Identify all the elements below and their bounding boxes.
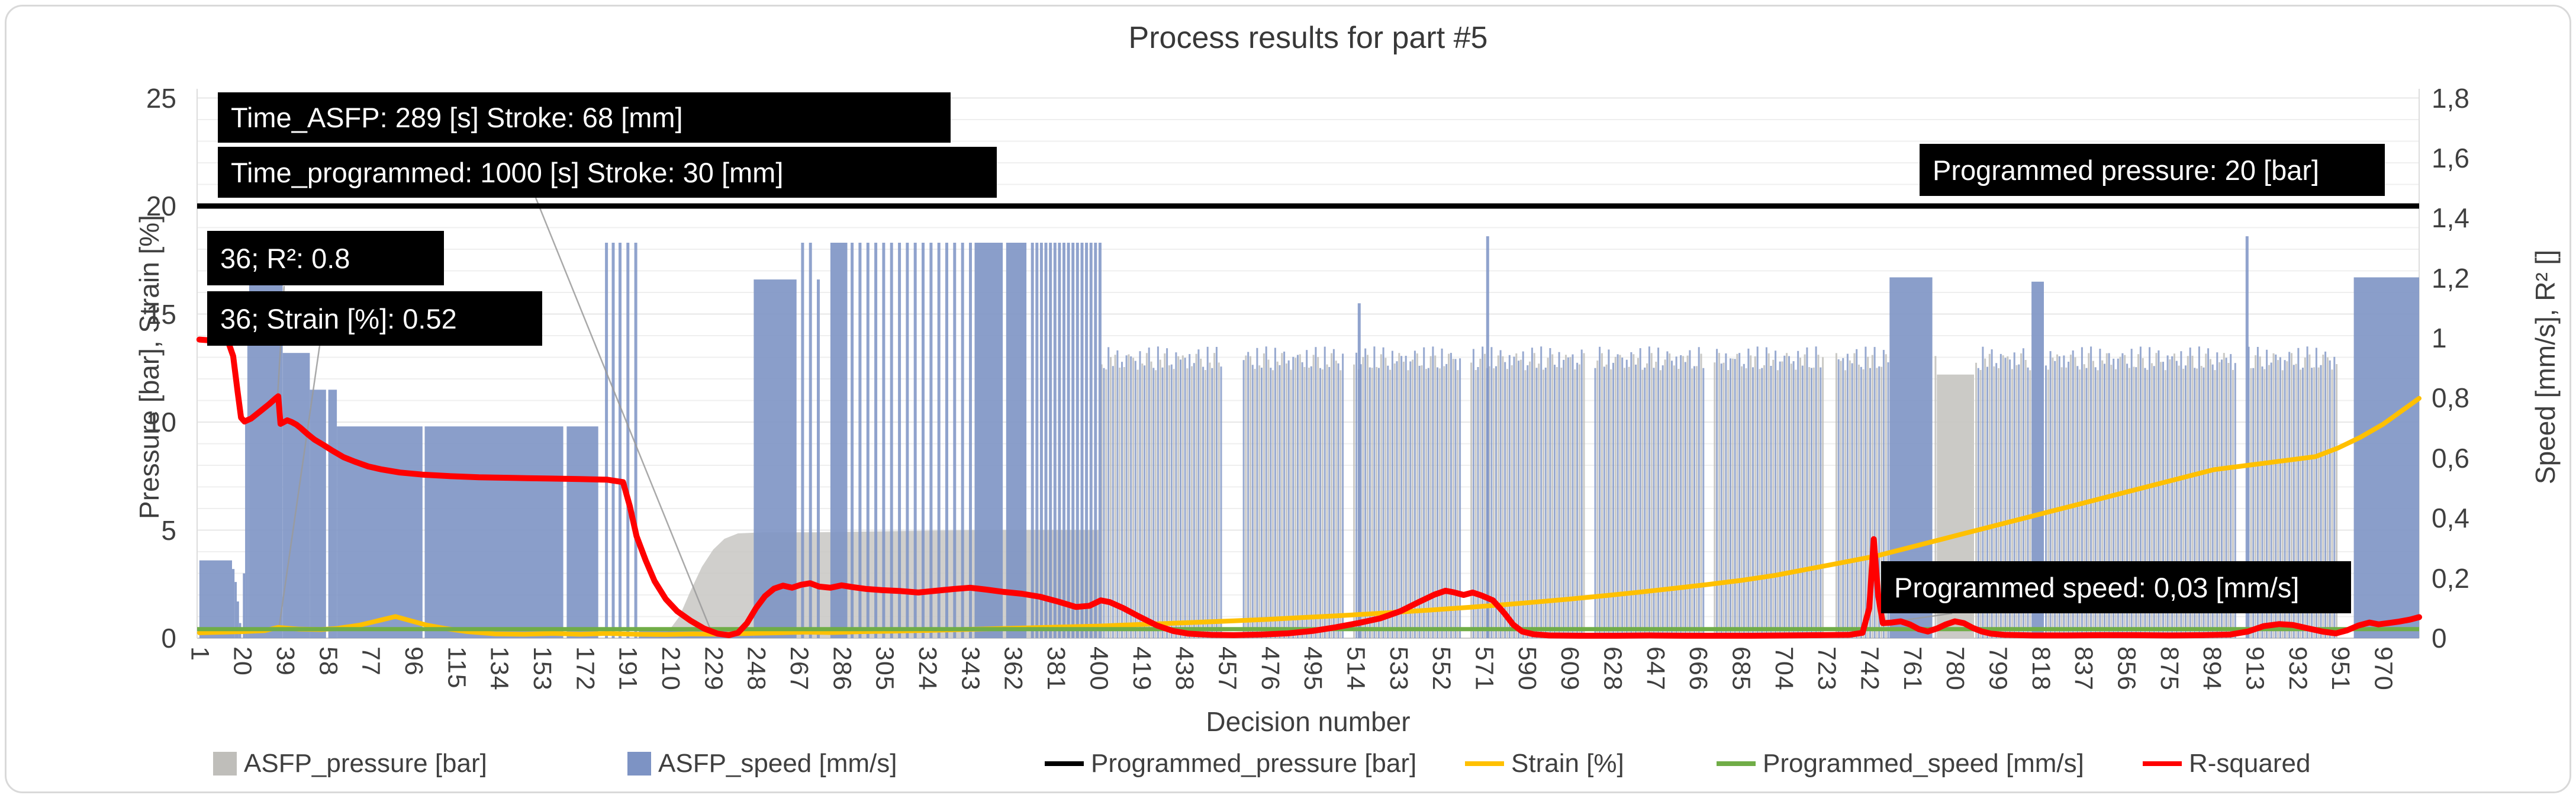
x-axis-tick-label: 514 xyxy=(1341,646,1370,691)
right-axis-tick-label: 1,4 xyxy=(2432,202,2469,234)
left-axis-tick-label: 20 xyxy=(146,191,176,221)
legend-swatch-square xyxy=(627,752,651,776)
left-axis-tick-label: 0 xyxy=(161,623,176,654)
x-axis-tick-label: 856 xyxy=(2112,646,2141,691)
x-axis-tick-label: 932 xyxy=(2283,646,2312,691)
annotation-strain-at-36: 36; Strain [%]: 0.52 xyxy=(207,291,542,346)
annotation-time-asfp: Time_ASFP: 289 [s] Stroke: 68 [mm] xyxy=(218,92,951,143)
x-axis-tick-label: 210 xyxy=(656,646,685,691)
x-axis-tick-label: 419 xyxy=(1127,646,1156,691)
x-axis-tick-label: 837 xyxy=(2069,646,2098,691)
x-axis-tick-label: 267 xyxy=(785,646,814,691)
x-axis-tick-label: 457 xyxy=(1213,646,1242,691)
x-axis-tick-label: 723 xyxy=(1812,646,1841,691)
x-axis-tick-label: 780 xyxy=(1941,646,1970,691)
x-axis-tick-label: 552 xyxy=(1427,646,1456,691)
x-axis-tick-label: 400 xyxy=(1084,646,1113,691)
x-axis-tick-label: 77 xyxy=(356,646,385,676)
chart-title: Process results for part #5 xyxy=(1128,21,1488,55)
x-axis-tick-label: 1 xyxy=(185,646,214,661)
x-axis-tick-label: 761 xyxy=(1898,646,1927,691)
x-axis-tick-label: 742 xyxy=(1855,646,1884,691)
x-axis-tick-label: 172 xyxy=(571,646,600,691)
x-axis-tick-label: 970 xyxy=(2369,646,2398,691)
right-axis-tick-label: 0,4 xyxy=(2432,503,2469,534)
x-axis-tick-label: 647 xyxy=(1641,646,1670,691)
x-axis-tick-label: 913 xyxy=(2240,646,2269,691)
x-axis-tick-label: 362 xyxy=(999,646,1028,691)
legend-item: Strain [%] xyxy=(1465,742,1624,785)
x-axis-tick-label: 894 xyxy=(2198,646,2227,691)
legend-label: ASFP_pressure [bar] xyxy=(244,749,487,778)
annotation-time-programmed: Time_programmed: 1000 [s] Stroke: 30 [mm… xyxy=(218,147,997,198)
x-axis-tick-label: 324 xyxy=(913,646,942,691)
left-axis-tick-label: 10 xyxy=(146,407,176,437)
legend-swatch-line xyxy=(1717,761,1756,766)
x-axis-tick-label: 818 xyxy=(2026,646,2055,691)
x-axis-tick-label: 571 xyxy=(1470,646,1499,691)
x-axis-tick-label: 609 xyxy=(1556,646,1585,691)
x-axis-tick-label: 799 xyxy=(1983,646,2012,691)
x-axis-tick-label: 153 xyxy=(528,646,557,691)
x-axis-tick-label: 628 xyxy=(1598,646,1627,691)
right-axis-tick-label: 0,2 xyxy=(2432,562,2469,594)
legend-swatch-line xyxy=(2143,761,2182,766)
legend-label: Programmed_speed [mm/s] xyxy=(1763,749,2084,778)
x-axis-tick-label: 685 xyxy=(1727,646,1756,691)
annotation-programmed-speed: Programmed speed: 0,03 [mm/s] xyxy=(1881,561,2351,613)
x-axis-tick-label: 39 xyxy=(271,646,300,676)
legend-swatch-line xyxy=(1465,761,1504,766)
left-axis-tick-label: 25 xyxy=(146,82,176,114)
legend-swatch-square xyxy=(213,752,237,776)
legend-item: Programmed_speed [mm/s] xyxy=(1717,742,2084,785)
legend-item: ASFP_pressure [bar] xyxy=(213,742,487,785)
x-axis-tick-label: 381 xyxy=(1042,646,1071,691)
legend-item: Programmed_pressure [bar] xyxy=(1045,742,1416,785)
x-axis-tick-label: 704 xyxy=(1769,646,1798,691)
x-axis-tick-label: 134 xyxy=(485,646,514,691)
right-axis-tick-label: 0,6 xyxy=(2432,442,2469,474)
left-axis-tick-label: 5 xyxy=(161,514,176,546)
x-axis-tick-label: 343 xyxy=(956,646,985,691)
x-axis-tick-label: 229 xyxy=(699,646,728,691)
x-axis-tick-label: 58 xyxy=(314,646,343,676)
x-axis-tick-label: 438 xyxy=(1170,646,1199,691)
x-axis-tick-label: 20 xyxy=(228,646,257,676)
legend-label: Strain [%] xyxy=(1511,749,1624,778)
annotation-programmed-pressure: Programmed pressure: 20 [bar] xyxy=(1920,144,2385,196)
x-axis-tick-label: 951 xyxy=(2326,646,2355,691)
right-axis-tick-label: 1,6 xyxy=(2432,142,2469,173)
legend-label: R-squared xyxy=(2189,749,2311,778)
legend-swatch-line xyxy=(1045,761,1084,766)
right-axis-tick-label: 1,2 xyxy=(2432,262,2469,294)
left-axis-tick-label: 15 xyxy=(146,298,176,330)
right-axis-tick-label: 0,8 xyxy=(2432,382,2469,414)
right-axis-tick-label: 0 xyxy=(2432,623,2447,654)
x-axis-title: Decision number xyxy=(1206,706,1411,737)
x-axis-tick-label: 191 xyxy=(613,646,642,691)
x-axis-tick-label: 96 xyxy=(400,646,428,676)
x-axis-tick-label: 590 xyxy=(1512,646,1541,691)
x-axis-tick-label: 286 xyxy=(827,646,856,691)
legend-label: ASFP_speed [mm/s] xyxy=(658,749,897,778)
legend-item: R-squared xyxy=(2143,742,2310,785)
right-axis-tick-label: 1 xyxy=(2432,323,2447,354)
x-axis-tick-label: 248 xyxy=(742,646,771,691)
x-axis-tick-label: 666 xyxy=(1684,646,1713,691)
x-axis-tick-label: 533 xyxy=(1384,646,1413,691)
x-axis-tick-label: 305 xyxy=(870,646,899,691)
x-axis-tick-label: 115 xyxy=(442,646,471,689)
x-axis-tick-label: 875 xyxy=(2155,646,2184,691)
left-axis-title: Pressure [bar], Strain [%] xyxy=(134,215,165,519)
annotation-r-squared-at-36: 36; R²: 0.8 xyxy=(207,231,444,285)
legend-label: Programmed_pressure [bar] xyxy=(1091,749,1417,778)
right-axis-title: Speed [mm/s], R² [] xyxy=(2530,249,2561,485)
x-axis-tick-label: 476 xyxy=(1255,646,1284,691)
legend-item: ASFP_speed [mm/s] xyxy=(627,742,897,785)
x-axis-tick-label: 495 xyxy=(1299,646,1328,691)
right-axis-tick-label: 1,8 xyxy=(2432,82,2469,114)
